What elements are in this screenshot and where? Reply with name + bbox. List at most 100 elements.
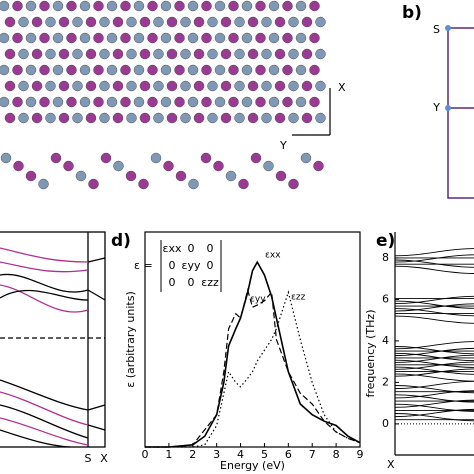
atom [112,80,124,92]
atom [133,32,145,44]
phonon-branch [394,399,474,408]
atom [214,96,226,108]
atom [163,160,174,172]
atom [214,32,226,44]
atom [193,48,205,60]
atom [79,96,91,108]
atom [175,170,187,182]
atom [93,32,104,44]
atom [268,0,280,12]
atom [112,16,124,28]
atom [315,48,326,60]
atom [18,112,29,124]
atom [112,48,124,60]
phonon-branch [394,368,474,377]
atom [160,0,172,12]
series-line [145,287,361,448]
atom [133,96,145,108]
atom [180,16,191,28]
phonon-branch [394,366,474,375]
atom [4,112,16,124]
atom [313,160,324,172]
x-tick-label: 3 [213,448,220,461]
phonon-branch [394,341,474,350]
atom [187,0,199,12]
atom [295,64,307,76]
atom [39,64,50,76]
atom [0,96,10,108]
atom [241,96,253,108]
matrix-entry: εzz [201,276,219,289]
x-tick-label: S [85,452,92,465]
atom [282,32,293,44]
phonon-branch [394,403,474,412]
atom [207,80,218,92]
atom [85,16,97,28]
atom [106,0,118,12]
atom [166,16,178,28]
phonon-branch [394,408,474,418]
atom [138,178,149,190]
series-line [145,260,361,448]
atom [247,16,259,28]
atom [139,112,151,124]
atom [315,112,326,124]
matrix-entry: 0 [207,242,214,255]
atom [66,96,77,108]
atom [274,16,286,28]
axis-label: Y [279,139,287,152]
atom [31,80,43,92]
atom [79,32,91,44]
atom [58,80,70,92]
atom [309,32,320,44]
atom [25,64,37,76]
atom [238,178,249,190]
atom [38,178,49,190]
phonon-branch [394,380,474,390]
atom [174,0,185,12]
atom [193,16,205,28]
atom [255,64,266,76]
atom [79,0,91,12]
atom [4,80,16,92]
x-axis-label: Energy (eV) [220,459,285,472]
atom [4,16,16,28]
matrix-entry: εyy [182,259,201,272]
phonon-branch [394,413,474,422]
atom [225,170,237,182]
atom [25,170,37,182]
phonon-branch [394,373,474,382]
atom [147,32,158,44]
band-structure [0,231,106,448]
atom [72,16,83,28]
atom [106,64,118,76]
annotation: εyy [250,295,266,305]
equation-lhs: ε = [134,259,153,272]
panel-label: e) [376,231,395,251]
atom [200,152,212,164]
atom [85,48,97,60]
atom [12,64,23,76]
y-axis-label: frequency (THz) [364,309,377,397]
atom [255,96,266,108]
x-tick-label: 1 [165,448,172,461]
atom [125,170,137,182]
atom [52,64,64,76]
atom [315,16,326,28]
atom [126,16,137,28]
atom [45,80,56,92]
axis-indicator [292,88,331,136]
atom [45,16,56,28]
atom [180,112,191,124]
matrix-entry: εxx [163,242,182,255]
axis-label: X [338,81,346,94]
atom [301,48,313,60]
annotation: εxx [265,251,281,261]
atom [282,96,293,108]
phonon-branch [394,303,474,312]
atom [113,160,124,172]
atom [282,0,293,12]
x-tick-label: 2 [189,448,196,461]
atom [99,48,110,60]
atom [274,112,286,124]
